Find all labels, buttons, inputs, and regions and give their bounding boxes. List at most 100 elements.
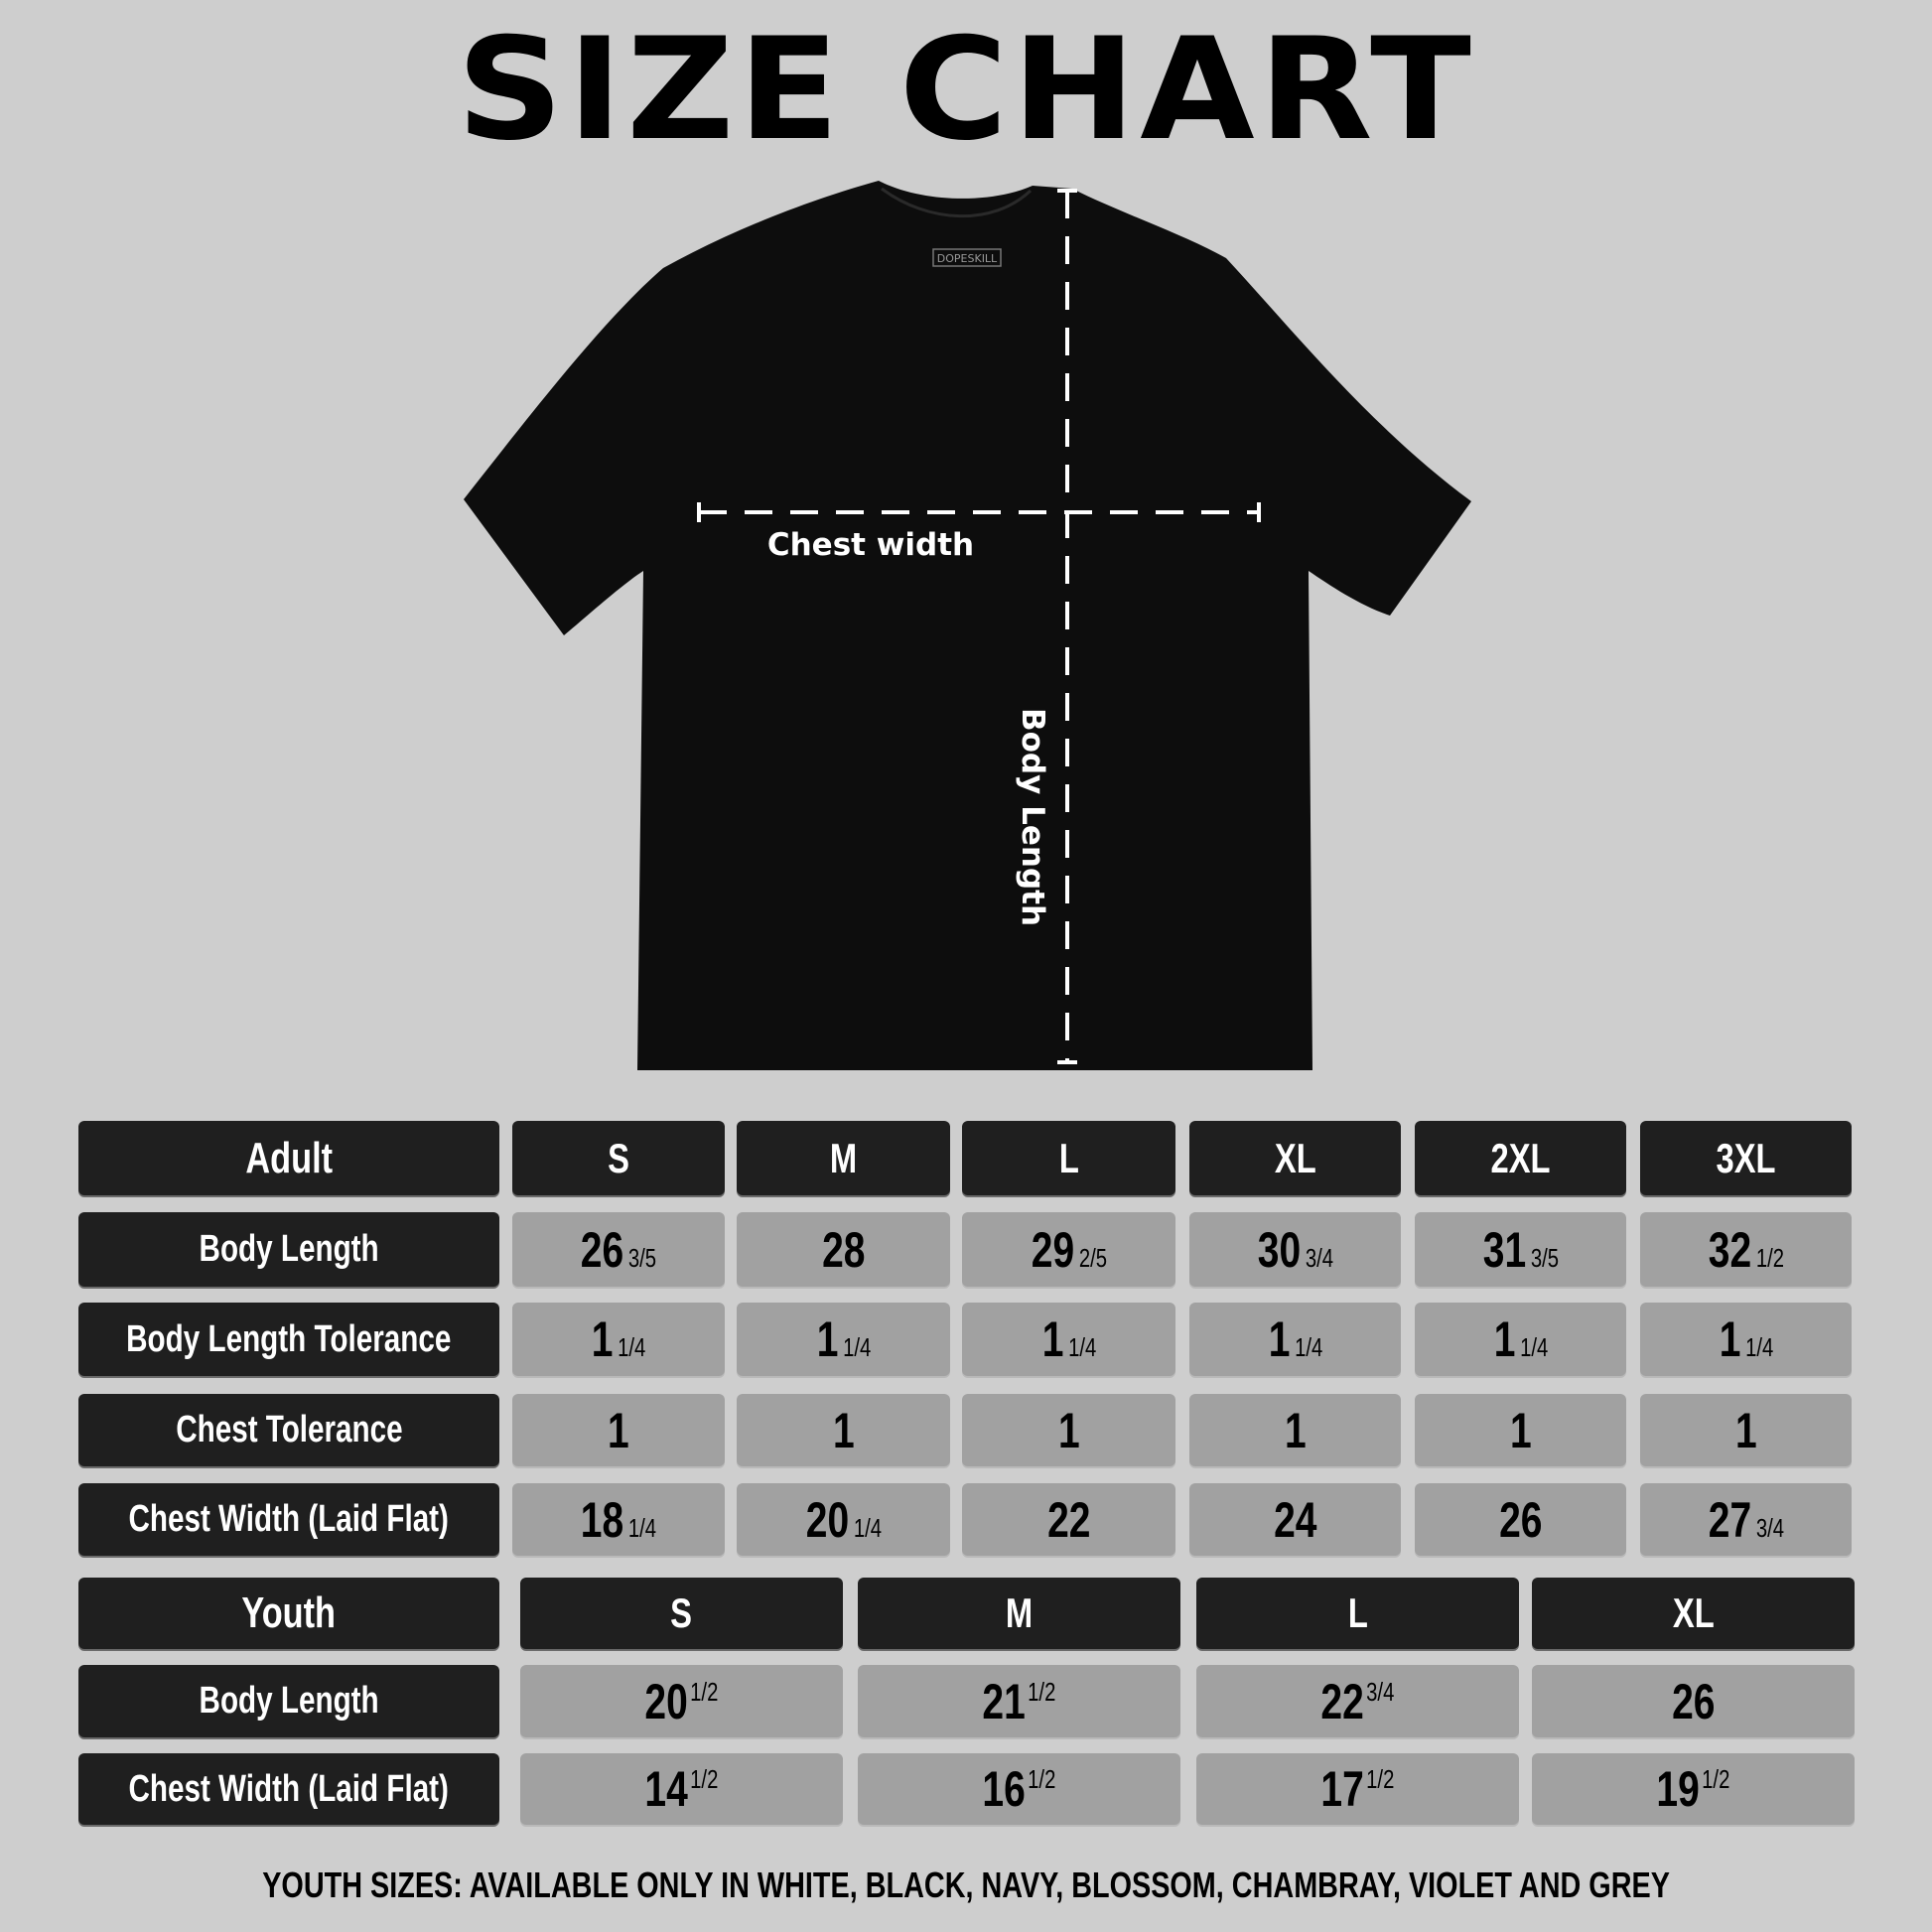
- brand-tag-text: DOPESKILL: [937, 252, 998, 265]
- youth-size-m: M: [858, 1578, 1180, 1649]
- size-label: L: [1058, 1134, 1079, 1181]
- value-whole: 1: [1719, 1311, 1740, 1367]
- size-label: L: [1347, 1589, 1368, 1636]
- size-label: M: [1005, 1589, 1034, 1636]
- youth-value-cell: 223/4: [1196, 1665, 1519, 1737]
- adult-value-cell: 28: [737, 1212, 950, 1287]
- youth-value-cell: 171/2: [1196, 1753, 1519, 1825]
- measurement-value: 223/4: [1321, 1673, 1395, 1730]
- adult-value-cell: 18 1/4: [512, 1483, 725, 1556]
- value-whole: 24: [1273, 1491, 1317, 1548]
- adult-value-cell: 1 1/4: [962, 1303, 1175, 1376]
- adult-header-text: Adult: [245, 1133, 333, 1182]
- size-label: XL: [1672, 1589, 1715, 1636]
- adult-value-cell: 31 3/5: [1415, 1212, 1626, 1287]
- adult-value-cell: 1 1/4: [512, 1303, 725, 1376]
- value-fraction: 3/5: [1530, 1242, 1559, 1273]
- value-whole: 22: [1046, 1491, 1091, 1548]
- value-fraction: 1/4: [627, 1512, 657, 1543]
- value-whole: 22: [1320, 1673, 1364, 1729]
- youth-header-label: Youth: [78, 1578, 499, 1649]
- measurement-value: 211/2: [983, 1673, 1056, 1730]
- value-fraction: 1/4: [1744, 1332, 1773, 1362]
- value-whole: 26: [1498, 1491, 1543, 1548]
- row-label-text: Chest Width (Laid Flat): [128, 1498, 450, 1540]
- adult-value-cell: 29 2/5: [962, 1212, 1175, 1287]
- value-fraction: 1/2: [1028, 1676, 1056, 1707]
- measurement-value: 1 1/4: [592, 1311, 646, 1368]
- value-fraction: 1/4: [1294, 1332, 1322, 1362]
- measurement-value: 24: [1274, 1491, 1316, 1549]
- youth-value-cell: 141/2: [520, 1753, 843, 1825]
- adult-row-label: Chest Tolerance: [78, 1394, 499, 1466]
- value-fraction: 1/2: [1366, 1764, 1395, 1794]
- adult-value-cell: 1: [1189, 1394, 1401, 1466]
- value-fraction: 1/4: [853, 1512, 882, 1543]
- youth-size-s: S: [520, 1578, 843, 1649]
- adult-row-label: Body Length: [78, 1212, 499, 1287]
- adult-value-cell: 1: [1640, 1394, 1852, 1466]
- adult-size-xl: XL: [1189, 1121, 1401, 1195]
- size-label: S: [670, 1589, 693, 1636]
- adult-row-label: Chest Width (Laid Flat): [78, 1483, 499, 1556]
- measurement-value: 30 3/4: [1257, 1221, 1332, 1279]
- value-fraction: 1/2: [690, 1676, 719, 1707]
- youth-value-cell: 26: [1532, 1665, 1855, 1737]
- adult-value-cell: 26: [1415, 1483, 1626, 1556]
- measurement-value: 141/2: [645, 1760, 719, 1818]
- adult-value-cell: 1: [512, 1394, 725, 1466]
- value-fraction: 3/4: [1755, 1512, 1784, 1543]
- adult-value-cell: 1 1/4: [1640, 1303, 1852, 1376]
- measurement-value: 201/2: [645, 1673, 719, 1730]
- youth-row-label: Chest Width (Laid Flat): [78, 1753, 499, 1825]
- value-whole: 1: [1268, 1311, 1290, 1367]
- measurement-value: 27 3/4: [1708, 1491, 1783, 1549]
- value-whole: 17: [1320, 1761, 1364, 1817]
- measurement-value: 1: [1510, 1402, 1532, 1459]
- body-length-label: Body Length: [1015, 708, 1050, 926]
- adult-size-2xl: 2XL: [1415, 1121, 1626, 1195]
- value-fraction: 1/4: [1519, 1332, 1548, 1362]
- measurement-value: 22: [1047, 1491, 1090, 1549]
- measurement-value: 1 1/4: [1493, 1311, 1548, 1368]
- value-whole: 1: [1509, 1402, 1532, 1458]
- value-whole: 1: [1041, 1311, 1063, 1367]
- measurement-value: 26: [1499, 1491, 1542, 1549]
- adult-value-cell: 30 3/4: [1189, 1212, 1401, 1287]
- row-label-text: Body Length: [199, 1680, 379, 1722]
- value-whole: 20: [644, 1673, 688, 1729]
- value-whole: 21: [982, 1673, 1026, 1729]
- measurement-value: 20 1/4: [805, 1491, 881, 1549]
- adult-size-s: S: [512, 1121, 725, 1195]
- measurement-value: 1: [608, 1402, 629, 1459]
- value-whole: 26: [1671, 1673, 1716, 1729]
- measurement-value: 1: [1735, 1402, 1757, 1459]
- value-fraction: 3/5: [627, 1242, 657, 1273]
- adult-value-cell: 20 1/4: [737, 1483, 950, 1556]
- adult-value-cell: 26 3/5: [512, 1212, 725, 1287]
- value-fraction: 1/2: [690, 1764, 719, 1794]
- measurement-value: 31 3/5: [1482, 1221, 1558, 1279]
- measurement-value: 26 3/5: [581, 1221, 656, 1279]
- value-whole: 26: [580, 1221, 624, 1278]
- youth-row-label: Body Length: [78, 1665, 499, 1737]
- value-whole: 14: [644, 1761, 688, 1817]
- adult-value-cell: 1: [1415, 1394, 1626, 1466]
- adult-value-cell: 27 3/4: [1640, 1483, 1852, 1556]
- adult-size-l: L: [962, 1121, 1175, 1195]
- value-fraction: 3/4: [1366, 1676, 1395, 1707]
- value-whole: 1: [1734, 1402, 1757, 1458]
- value-whole: 19: [1656, 1761, 1700, 1817]
- value-fraction: 1/2: [1702, 1764, 1730, 1794]
- adult-value-cell: 1 1/4: [1189, 1303, 1401, 1376]
- adult-header-label: Adult: [78, 1121, 499, 1195]
- value-fraction: 2/5: [1078, 1242, 1107, 1273]
- adult-row-label: Body Length Tolerance: [78, 1303, 499, 1376]
- value-fraction: 1/4: [842, 1332, 871, 1362]
- tshirt-image: [464, 181, 1471, 1070]
- value-whole: 28: [821, 1221, 866, 1278]
- value-whole: 1: [1493, 1311, 1515, 1367]
- youth-header-text: Youth: [241, 1588, 337, 1637]
- collar-seam: [881, 187, 1033, 218]
- youth-value-cell: 201/2: [520, 1665, 843, 1737]
